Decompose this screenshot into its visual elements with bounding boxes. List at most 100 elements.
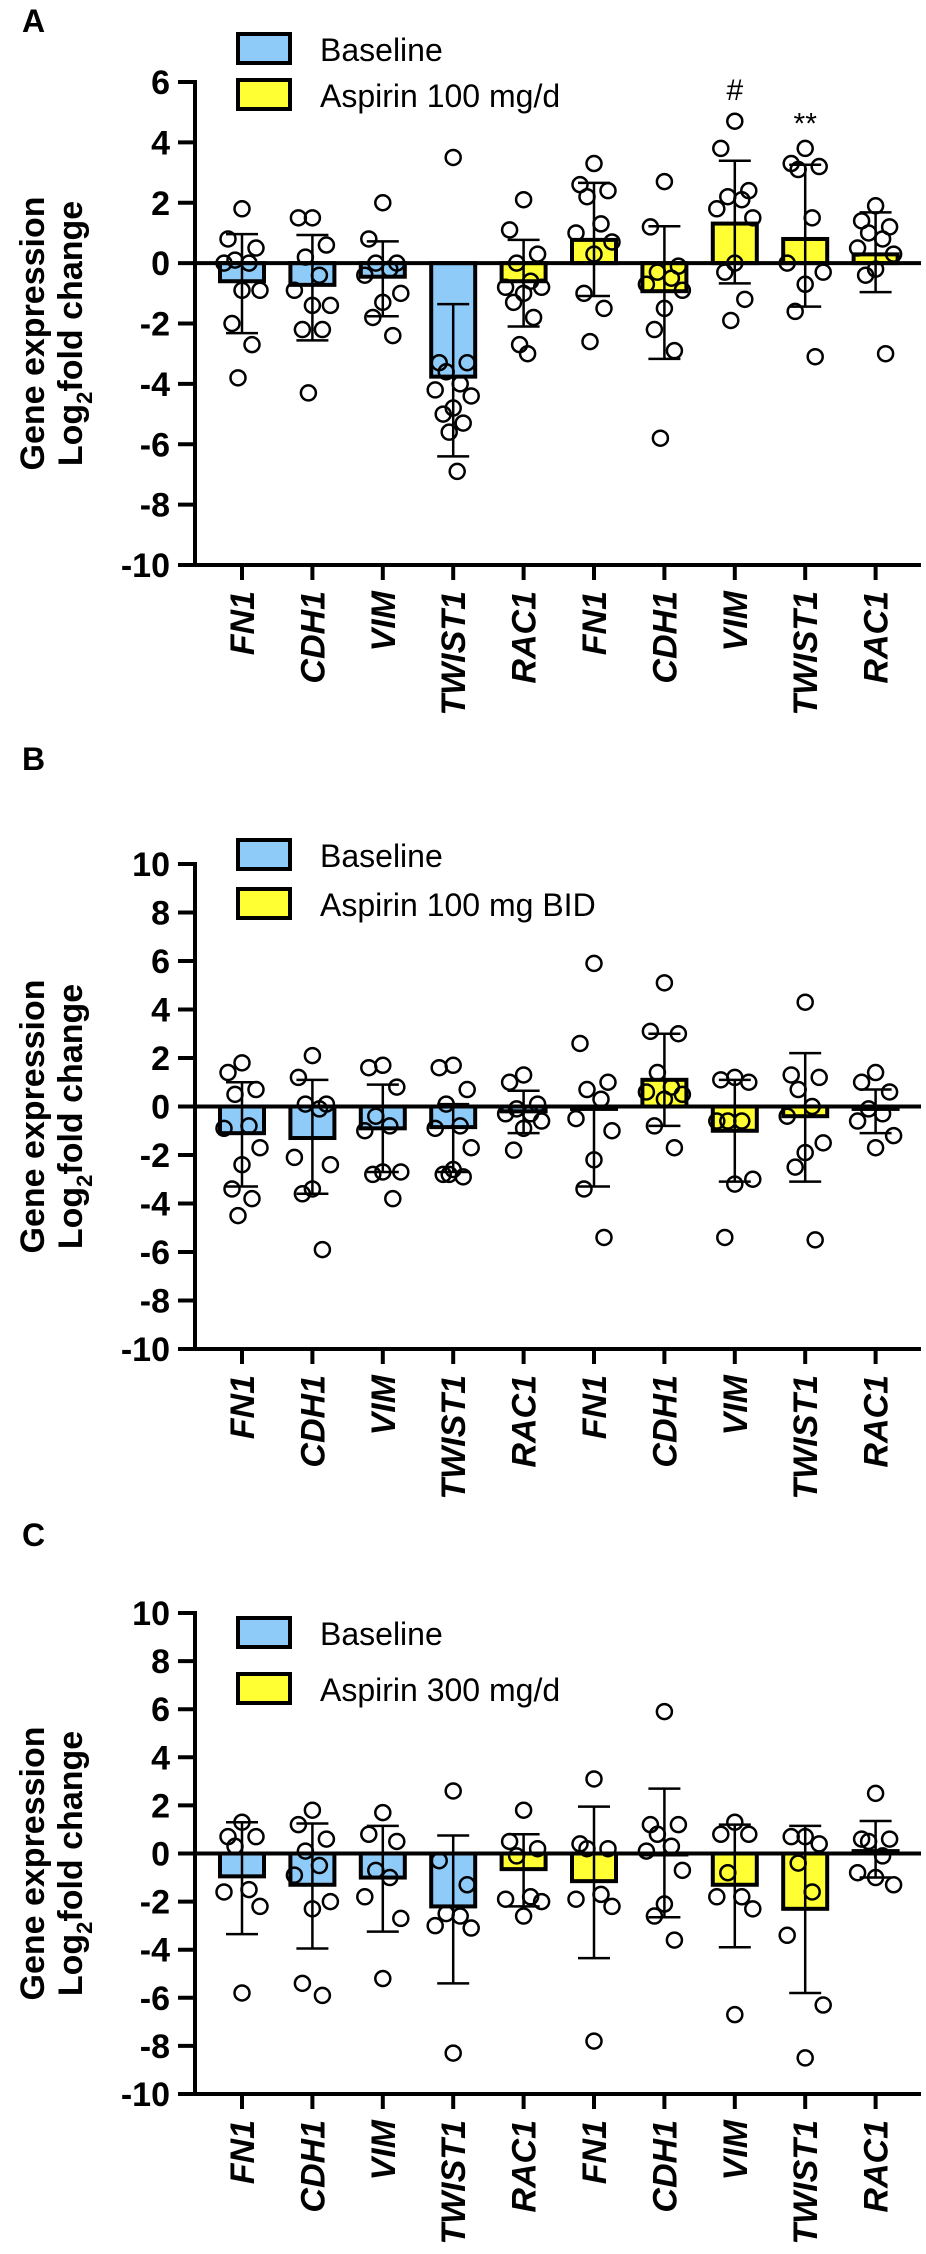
data-point bbox=[655, 1702, 674, 1721]
data-point bbox=[528, 1839, 547, 1858]
data-point bbox=[233, 1984, 251, 2002]
data-point bbox=[595, 1228, 613, 1247]
data-point bbox=[454, 414, 472, 432]
data-point bbox=[665, 1931, 684, 1949]
data-point bbox=[866, 1138, 885, 1157]
legend-swatch-baseline bbox=[236, 32, 292, 65]
y-tick-label: 6 bbox=[151, 1691, 170, 1729]
x-tick-label-fn1: FN1 bbox=[576, 591, 614, 655]
x-tick-label-twist1: TWIST1 bbox=[435, 2120, 473, 2245]
data-point bbox=[810, 157, 828, 176]
y-tick-label: -6 bbox=[140, 1980, 170, 2018]
data-point bbox=[859, 224, 878, 242]
data-point bbox=[673, 1861, 692, 1880]
data-point bbox=[313, 1240, 332, 1259]
data-point bbox=[444, 1782, 462, 1800]
data-point bbox=[388, 1078, 406, 1096]
data-point bbox=[575, 1180, 593, 1198]
data-point bbox=[722, 311, 740, 330]
data-point bbox=[313, 320, 332, 339]
data-point bbox=[578, 187, 596, 206]
y-tick-label: -8 bbox=[140, 1283, 170, 1321]
y-tick-label: -10 bbox=[121, 2076, 170, 2114]
y-tick-label: -2 bbox=[140, 1884, 170, 1922]
data-point bbox=[645, 320, 664, 339]
y-tick-label: 0 bbox=[151, 1836, 170, 1874]
data-point bbox=[444, 148, 462, 167]
data-point bbox=[504, 293, 523, 312]
data-point bbox=[866, 1784, 885, 1803]
data-point bbox=[524, 308, 543, 327]
data-point bbox=[514, 190, 533, 209]
data-point bbox=[578, 1080, 596, 1099]
data-point bbox=[796, 139, 814, 158]
data-point bbox=[719, 187, 737, 206]
data-point bbox=[356, 266, 374, 284]
x-tick-label-vim: VIM bbox=[365, 590, 403, 651]
data-point bbox=[215, 1883, 233, 1901]
panel-b: B Gene expression Log2fold change 10 8 6 4 2 0 -2… bbox=[0, 740, 926, 1500]
data-point bbox=[430, 1058, 448, 1077]
data-point bbox=[866, 197, 885, 215]
data-point bbox=[356, 1888, 374, 1906]
x-tick-label-rac1: RAC1 bbox=[858, 2120, 896, 2213]
y-tick-label: -4 bbox=[140, 1186, 170, 1224]
data-point bbox=[440, 1165, 458, 1184]
y-tick-label: 10 bbox=[132, 846, 170, 884]
data-point bbox=[500, 221, 519, 239]
data-point bbox=[603, 1122, 621, 1140]
y-axis-title-line1: Gene expression bbox=[14, 196, 52, 470]
data-point bbox=[303, 1801, 322, 1819]
data-point bbox=[518, 344, 537, 363]
y-tick-label: -2 bbox=[140, 1137, 170, 1175]
y-axis-title-fold-change: fold change bbox=[52, 201, 90, 392]
y-axis-title-line2: Log2fold change bbox=[52, 984, 97, 1249]
data-point bbox=[575, 284, 593, 303]
data-point bbox=[299, 384, 318, 402]
x-tick-label-vim: VIM bbox=[717, 2119, 755, 2180]
y-axis-title-line1: Gene expression bbox=[14, 1726, 52, 2000]
data-point bbox=[716, 263, 734, 281]
y-tick-label: -6 bbox=[140, 426, 170, 464]
data-point bbox=[360, 1825, 378, 1844]
data-point bbox=[665, 1138, 684, 1157]
y-tick-label: -10 bbox=[121, 1331, 170, 1369]
data-point bbox=[884, 1126, 903, 1145]
data-point bbox=[712, 1825, 730, 1844]
significance-annotation: # bbox=[726, 74, 743, 107]
data-point bbox=[673, 1085, 692, 1104]
data-point bbox=[233, 1054, 251, 1072]
data-point bbox=[637, 1083, 656, 1101]
data-point bbox=[655, 974, 674, 992]
x-tick-label-cdh1: CDH1 bbox=[646, 1375, 684, 1468]
y-tick-label: 8 bbox=[151, 895, 170, 933]
data-point bbox=[444, 2044, 462, 2062]
data-point bbox=[585, 154, 603, 173]
data-point bbox=[448, 462, 466, 481]
y-axis-title-fold-change: fold change bbox=[52, 984, 90, 1175]
legend-swatch-aspirin bbox=[236, 887, 292, 920]
data-point bbox=[592, 215, 610, 233]
data-point bbox=[778, 1107, 796, 1125]
data-point bbox=[426, 1916, 444, 1935]
data-point bbox=[462, 1919, 480, 1937]
data-point bbox=[285, 281, 304, 300]
data-point bbox=[803, 209, 821, 227]
data-point bbox=[313, 1986, 332, 2005]
data-point bbox=[806, 347, 824, 366]
data-point bbox=[778, 1926, 796, 1945]
y-tick-label: 2 bbox=[151, 185, 170, 223]
data-point bbox=[251, 1138, 269, 1157]
data-point bbox=[514, 1801, 533, 1819]
data-point bbox=[848, 1863, 867, 1882]
legend-label-baseline: Baseline bbox=[320, 32, 443, 68]
y-tick-label: 0 bbox=[151, 1089, 170, 1127]
legend-label-aspirin: Aspirin 100 mg BID bbox=[320, 887, 596, 923]
data-point bbox=[293, 1974, 312, 1993]
y-tick-label: 6 bbox=[151, 943, 170, 981]
data-point bbox=[740, 1825, 758, 1844]
data-point bbox=[786, 1158, 804, 1176]
data-point bbox=[289, 209, 308, 227]
legend-label-aspirin: Aspirin 300 mg/d bbox=[320, 1672, 560, 1708]
